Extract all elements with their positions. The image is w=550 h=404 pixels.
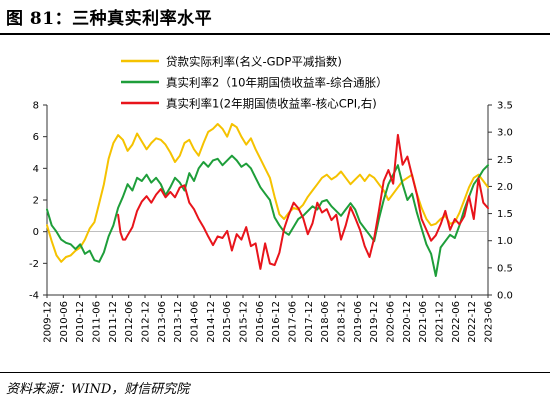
x-tick-label: 2019-06 — [353, 301, 364, 343]
right-tick-label: 2.0 — [497, 182, 513, 193]
right-tick-label: 3.0 — [497, 128, 513, 139]
right-tick-label: 0.0 — [497, 291, 513, 302]
legend-label-3: 真实利率1(2年期国债收益率-核心CPI,右) — [166, 97, 377, 111]
source-note: 资料来源：WIND，财信研究院 — [6, 382, 190, 397]
legend: 贷款实际利率(名义-GDP平减指数) 真实利率2（10年期国债收益率-综合通胀） 真… — [121, 55, 388, 111]
x-tick-label: 2010-12 — [75, 301, 86, 343]
x-tick-label: 2012-06 — [124, 301, 135, 343]
x-tick-label: 2016-06 — [255, 301, 266, 343]
series-lines — [46, 123, 489, 277]
x-tick-label: 2016-12 — [271, 301, 282, 343]
axes: -4 -2 0 2 4 6 8 0.0 0.5 1.0 1.5 2.0 2.5 3.0 3.5 2009-12… — [29, 101, 513, 343]
x-tick-label: 2015-12 — [239, 301, 250, 343]
x-tick-label: 2021-06 — [418, 301, 429, 343]
x-tick-label: 2014-12 — [206, 301, 217, 343]
x-tick-label: 2011-06 — [92, 301, 103, 343]
left-tick-label: 2 — [33, 196, 39, 207]
title-divider — [0, 33, 550, 35]
x-tick-label: 2014-06 — [190, 301, 201, 343]
source-divider — [0, 372, 550, 373]
x-tick-label: 2020-06 — [386, 301, 397, 343]
x-tick-label: 2010-06 — [59, 301, 70, 343]
x-tick-label: 2019-12 — [369, 301, 380, 343]
x-tick-label: 2011-12 — [108, 301, 119, 343]
x-tick-label: 2013-06 — [157, 301, 168, 343]
left-tick-label: 6 — [33, 132, 39, 143]
x-tick-label: 2022-12 — [467, 301, 478, 343]
series-line-3 — [117, 133, 489, 270]
x-tick-label: 2023-06 — [484, 301, 495, 343]
right-tick-label: 1.0 — [497, 236, 513, 247]
x-tick-label: 2012-12 — [141, 301, 152, 343]
right-tick-label: 3.5 — [497, 101, 513, 112]
right-tick-label: 2.5 — [497, 155, 513, 166]
series-line-2 — [46, 154, 489, 277]
x-tick-label: 2021-12 — [435, 301, 446, 343]
x-tick-label: 2020-12 — [402, 301, 413, 343]
x-tick-label: 2015-06 — [222, 301, 233, 343]
x-tick-label: 2022-06 — [451, 301, 462, 343]
legend-label-2: 真实利率2（10年期国债收益率-综合通胀） — [166, 76, 388, 90]
right-tick-label: 0.5 — [497, 263, 513, 274]
x-tick-label: 2017-06 — [288, 301, 299, 343]
x-tick-label: 2017-12 — [304, 301, 315, 343]
x-tick-label: 2009-12 — [43, 301, 54, 343]
legend-label-1: 贷款实际利率(名义-GDP平减指数) — [166, 55, 342, 69]
x-tick-label: 2018-12 — [337, 301, 348, 343]
left-tick-label: -2 — [29, 259, 39, 270]
left-tick-label: 0 — [33, 227, 39, 238]
left-tick-label: -4 — [29, 291, 39, 302]
series-line-1 — [46, 123, 489, 263]
x-tick-label: 2018-06 — [320, 301, 331, 343]
left-tick-label: 8 — [33, 101, 39, 112]
x-tick-label: 2013-12 — [173, 301, 184, 343]
left-tick-label: 4 — [33, 164, 39, 175]
figure-title: 图 81：三种真实利率水平 — [6, 9, 213, 29]
right-tick-label: 1.5 — [497, 209, 513, 220]
